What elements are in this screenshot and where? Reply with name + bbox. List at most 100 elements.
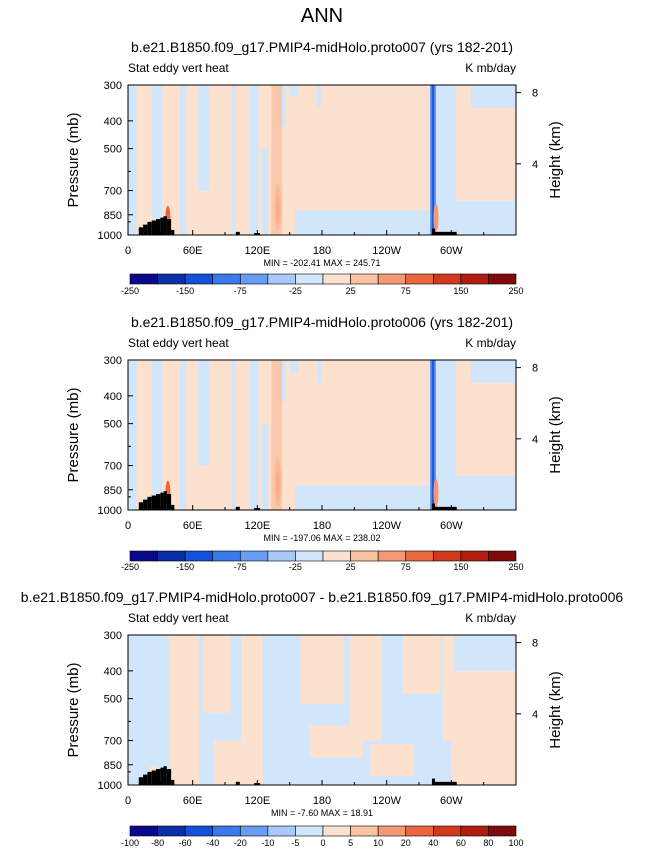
negative-region bbox=[451, 475, 516, 510]
colorbar-label: -40 bbox=[206, 838, 219, 848]
contour-field bbox=[128, 635, 516, 785]
land-mask bbox=[151, 220, 157, 235]
colorbar-swatch bbox=[295, 273, 324, 285]
colorbar-swatch bbox=[432, 550, 462, 562]
negative-region bbox=[316, 85, 321, 108]
colorbar-swatch bbox=[350, 825, 379, 837]
colorbar-label: 25 bbox=[346, 286, 356, 296]
colorbar-label: 100 bbox=[508, 838, 523, 848]
figure-title: ANN bbox=[301, 5, 343, 27]
land-mask bbox=[431, 778, 435, 785]
colorbar-swatch bbox=[377, 825, 407, 837]
colorbar-swatch bbox=[157, 825, 186, 837]
land-mask bbox=[235, 231, 240, 235]
colorbar-swatch bbox=[488, 550, 517, 562]
height-axis-title: Height (km) bbox=[547, 121, 564, 199]
y-tick-label: 300 bbox=[104, 355, 122, 367]
panel-units-label: K mb/day bbox=[465, 611, 516, 625]
land-mask bbox=[138, 227, 144, 235]
positive-region bbox=[241, 635, 263, 785]
colorbar-swatch bbox=[322, 273, 351, 285]
negative-region bbox=[249, 360, 259, 510]
colorbar-swatch bbox=[184, 825, 214, 837]
x-tick-label: 120E bbox=[244, 795, 270, 807]
land-mask bbox=[434, 506, 457, 510]
colorbar-swatch bbox=[157, 273, 186, 285]
x-tick-label: 0 bbox=[125, 795, 131, 807]
x-tick-label: 0 bbox=[125, 245, 131, 257]
y-axis-title: Pressure (mb) bbox=[65, 662, 82, 757]
y-tick-label: 1000 bbox=[98, 505, 122, 517]
land-mask bbox=[160, 217, 164, 235]
y-tick-label: 400 bbox=[104, 666, 122, 678]
land-mask bbox=[151, 770, 157, 785]
colorbar-label: 250 bbox=[508, 286, 523, 296]
panel-units-label: K mb/day bbox=[465, 61, 516, 75]
land-mask bbox=[163, 766, 167, 785]
y-tick-label: 500 bbox=[104, 144, 122, 156]
panel-2: b.e21.B1850.f09_g17.PMIP4-midHolo.proto0… bbox=[65, 314, 564, 572]
land-mask bbox=[156, 494, 161, 510]
colorbar-swatch bbox=[239, 550, 269, 562]
x-tick-label: 180 bbox=[313, 520, 331, 532]
negative-region bbox=[151, 85, 163, 220]
negative-region bbox=[198, 360, 209, 466]
y-tick-label: 850 bbox=[104, 210, 122, 222]
negative-region bbox=[289, 85, 299, 97]
colorbar-swatch bbox=[460, 273, 489, 285]
colorbar-swatch bbox=[267, 273, 296, 285]
land-mask bbox=[143, 499, 148, 510]
height-axis-title: Height (km) bbox=[547, 396, 564, 474]
contour-field bbox=[128, 85, 516, 235]
land-mask bbox=[147, 771, 152, 785]
colorbar-swatch bbox=[295, 550, 324, 562]
colorbar-swatch bbox=[322, 550, 351, 562]
min-max-stats: MIN = -197.06 MAX = 238.02 bbox=[263, 533, 380, 543]
positive-plume bbox=[433, 203, 439, 232]
x-tick-label: 0 bbox=[125, 520, 131, 532]
colorbar-swatch bbox=[377, 273, 407, 285]
colorbar-swatch bbox=[405, 825, 434, 837]
colorbar-swatch bbox=[212, 825, 241, 837]
colorbar-swatch bbox=[460, 550, 489, 562]
positive-column bbox=[271, 85, 283, 235]
colorbar-label: 25 bbox=[346, 562, 356, 572]
y-tick-label: 400 bbox=[104, 391, 122, 403]
land-mask bbox=[163, 216, 167, 235]
positive-region bbox=[402, 635, 441, 694]
panel-units-label: K mb/day bbox=[465, 336, 516, 350]
negative-region bbox=[436, 360, 456, 510]
land-mask bbox=[431, 503, 435, 510]
colorbar-swatch bbox=[129, 273, 158, 285]
colorbar-swatch bbox=[212, 550, 241, 562]
positive-region bbox=[348, 635, 382, 741]
x-tick-label: 120W bbox=[372, 520, 401, 532]
panels-group: b.e21.B1850.f09_g17.PMIP4-midHolo.proto0… bbox=[21, 39, 624, 848]
positive-region bbox=[442, 635, 454, 741]
panel-1: b.e21.B1850.f09_g17.PMIP4-midHolo.proto0… bbox=[65, 39, 564, 296]
y-tick-label: 300 bbox=[104, 630, 122, 642]
negative-region bbox=[295, 210, 436, 235]
land-mask bbox=[171, 229, 175, 235]
negative-region bbox=[128, 360, 137, 510]
colorbar-label: 80 bbox=[483, 838, 493, 848]
height-tick-label: 8 bbox=[532, 638, 538, 650]
colorbar-swatch bbox=[184, 273, 214, 285]
x-tick-label: 60E bbox=[183, 795, 203, 807]
x-tick-label: 60E bbox=[183, 245, 203, 257]
x-tick-label: 60W bbox=[440, 520, 463, 532]
colorbar-swatch bbox=[184, 550, 214, 562]
colorbar-swatch bbox=[267, 550, 296, 562]
land-mask bbox=[171, 504, 175, 510]
x-tick-label: 60W bbox=[440, 795, 463, 807]
land-mask bbox=[166, 219, 172, 235]
colorbar-label: 0 bbox=[320, 838, 325, 848]
negative-region bbox=[451, 200, 516, 235]
colorbar-swatch bbox=[129, 825, 158, 837]
x-tick-label: 180 bbox=[313, 795, 331, 807]
colorbar-swatch bbox=[432, 273, 462, 285]
x-tick-label: 120W bbox=[372, 795, 401, 807]
panel-left-label: Stat eddy vert heat bbox=[128, 61, 229, 75]
height-tick-label: 8 bbox=[532, 88, 538, 100]
